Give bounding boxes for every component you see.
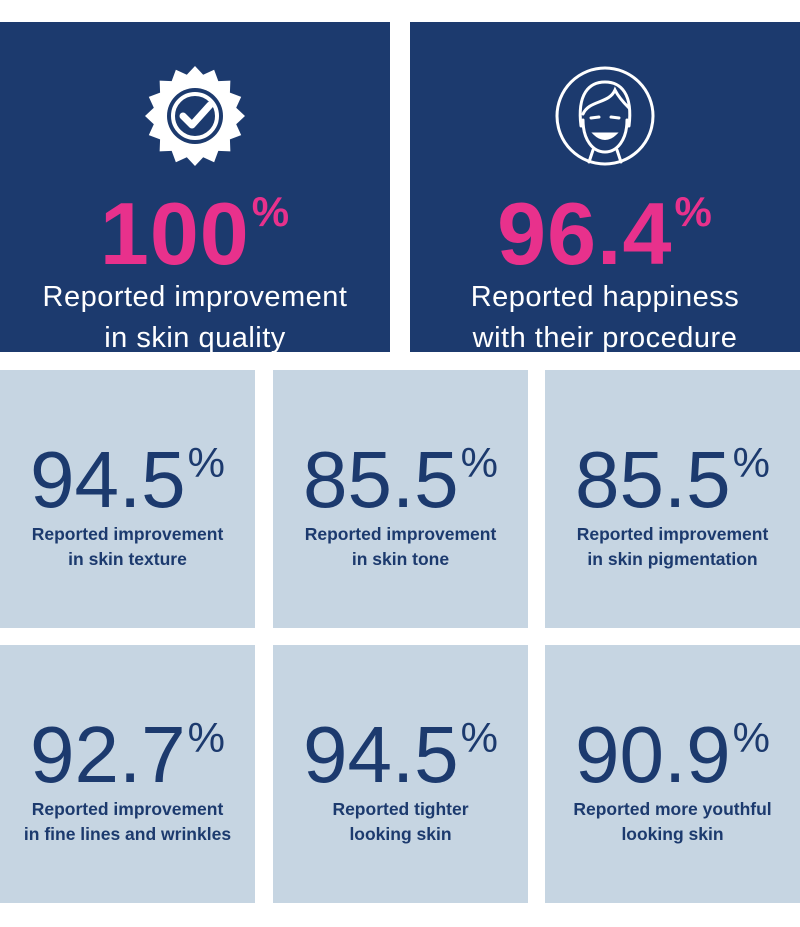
label-line: in skin quality — [104, 322, 286, 354]
stat-value: 85.5% — [545, 418, 800, 525]
label-line: in fine lines and wrinkles — [23, 824, 232, 844]
stat-tile: 85.5% Reported improvement in skin tone — [273, 370, 528, 628]
label-line: Reported improvement — [304, 524, 497, 544]
label-line: in skin tone — [351, 549, 450, 569]
unit: % — [732, 714, 771, 761]
label-line: looking skin — [621, 824, 724, 844]
label-line: Reported improvement — [42, 281, 348, 313]
unit: % — [674, 188, 713, 235]
value: 90.9 — [574, 710, 731, 799]
label-line: Reported improvement — [31, 799, 224, 819]
stat-label: Reported tighter looking skin — [273, 797, 528, 847]
unit: % — [460, 439, 499, 486]
value: 94.5 — [29, 435, 186, 524]
badge-icon — [145, 66, 245, 166]
value: 85.5 — [302, 435, 459, 524]
unit: % — [187, 714, 226, 761]
value: 94.5 — [302, 710, 459, 799]
label-line: Reported improvement — [31, 524, 224, 544]
stat-label: Reported improvement in skin pigmentation — [545, 522, 800, 572]
stat-label: Reported improvement in skin texture — [0, 522, 255, 572]
hero-card: 96.4% Reported happiness with their proce… — [410, 22, 800, 354]
stat-value: 90.9% — [545, 693, 800, 800]
hero-card: 100% Reported improvement in skin quality — [0, 22, 390, 354]
unit: % — [732, 439, 771, 486]
value: 100 — [99, 184, 250, 283]
stat-tile: 94.5% Reported tighter looking skin — [273, 645, 528, 903]
label-line: Reported more youthful — [573, 799, 772, 819]
stat-value: 100% — [0, 162, 390, 284]
stat-tile: 94.5% Reported improvement in skin texture — [0, 370, 255, 628]
stat-tile: 92.7% Reported improvement in fine lines a… — [0, 645, 255, 903]
label-line: Reported improvement — [576, 524, 769, 544]
face-icon — [555, 66, 655, 166]
stat-label: Reported improvement in skin tone — [273, 522, 528, 572]
label-line: in skin pigmentation — [587, 549, 758, 569]
value: 85.5 — [574, 435, 731, 524]
stat-value: 85.5% — [273, 418, 528, 525]
stat-value: 94.5% — [273, 693, 528, 800]
stat-value: 92.7% — [0, 693, 255, 800]
stat-label: Reported improvement in skin quality — [0, 277, 390, 359]
unit: % — [187, 439, 226, 486]
value: 96.4 — [497, 184, 673, 283]
value: 92.7 — [29, 710, 186, 799]
stat-label: Reported more youthful looking skin — [545, 797, 800, 847]
stat-label: Reported happiness with their procedure — [410, 277, 800, 359]
label-line: Reported happiness — [470, 281, 740, 313]
label-line: Reported tighter — [332, 799, 469, 819]
label-line: with their procedure — [472, 322, 738, 354]
label-line: in skin texture — [68, 549, 187, 569]
stat-tile: 90.9% Reported more youthful looking skin — [545, 645, 800, 903]
label-line: looking skin — [349, 824, 452, 844]
stat-tile: 85.5% Reported improvement in skin pigment… — [545, 370, 800, 628]
stat-value: 94.5% — [0, 418, 255, 525]
unit: % — [251, 188, 291, 235]
unit: % — [460, 714, 499, 761]
stat-label: Reported improvement in fine lines and wr… — [0, 797, 255, 847]
stat-value: 96.4% — [410, 162, 800, 284]
